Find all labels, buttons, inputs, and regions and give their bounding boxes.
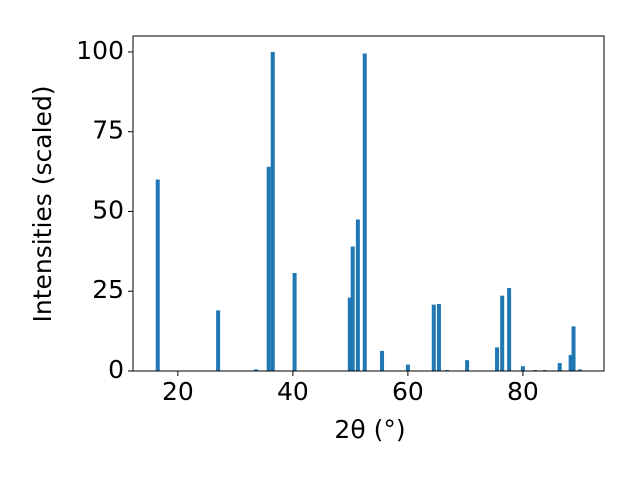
bar: [500, 295, 505, 371]
bar: [266, 166, 271, 371]
bar: [557, 363, 562, 371]
bar: [254, 369, 259, 371]
bar: [571, 326, 576, 371]
y-tick-label: 50: [92, 195, 124, 224]
y-tick-label: 25: [92, 275, 124, 304]
plot-frame: [132, 35, 605, 372]
bar: [577, 369, 582, 371]
bar: [436, 304, 441, 371]
y-tick-label: 75: [92, 116, 124, 145]
y-tick-label: 0: [108, 355, 124, 384]
x-tick-label: 80: [507, 377, 539, 406]
y-tick-label: 100: [76, 36, 124, 65]
bar: [568, 355, 573, 371]
bar: [216, 310, 221, 371]
bar: [270, 51, 275, 371]
x-tick-label: 60: [392, 377, 424, 406]
y-axis-label: Intensities (scaled): [28, 85, 57, 322]
bar: [155, 179, 160, 371]
bar: [405, 364, 410, 371]
bar: [507, 288, 512, 371]
bar: [292, 273, 297, 371]
x-axis-label: 2θ (°): [334, 415, 405, 444]
bar: [355, 219, 360, 371]
bar: [431, 304, 436, 371]
x-tick-label: 40: [277, 377, 309, 406]
bar: [495, 347, 500, 371]
x-tick-label: 20: [162, 377, 194, 406]
bar: [362, 53, 367, 372]
bar: [520, 366, 525, 371]
bar: [350, 246, 355, 371]
bar: [380, 350, 385, 371]
bar: [347, 297, 352, 371]
bar: [465, 360, 470, 371]
